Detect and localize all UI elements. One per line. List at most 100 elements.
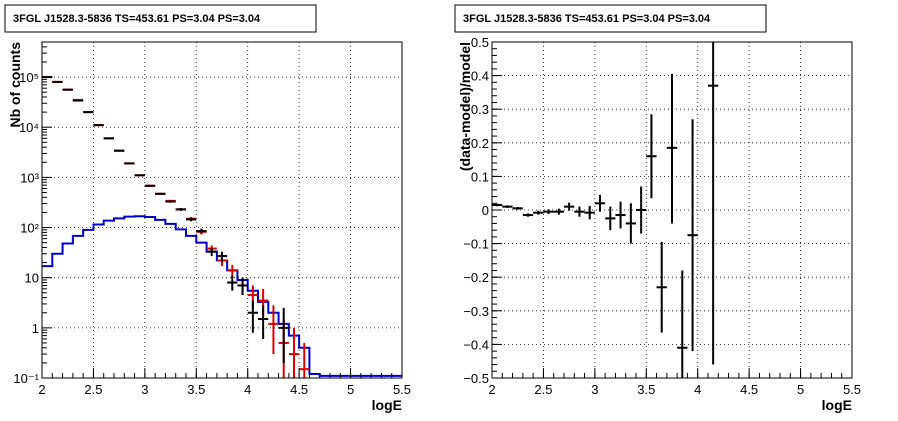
right-ylabel: (data-model)/model <box>457 42 473 171</box>
y-tick-label: 0.2 <box>471 136 489 151</box>
data-point <box>216 251 228 262</box>
x-tick-label: 5.5 <box>843 382 861 397</box>
y-tick-label: 10⁴ <box>19 120 39 135</box>
y-tick-label: 10⁻¹ <box>13 371 39 386</box>
data-point <box>512 206 523 210</box>
data-point <box>227 264 238 278</box>
data-point <box>502 205 513 208</box>
data-point <box>83 111 94 114</box>
x-tick-label: 2.5 <box>534 382 552 397</box>
data-point <box>522 213 534 217</box>
y-tick-label: 1 <box>32 321 39 336</box>
right-tick-labels: 2 2.5 3 3.5 4 4.5 5 5.5 −0.5 −0.4 −0.3 −0.2 −0.1 0 0.1… <box>463 35 861 397</box>
right-title: 3FGL J1528.3-5836 TS=453.61 PS=3.04 PS=3… <box>463 13 711 25</box>
y-tick-label: 0.1 <box>471 169 489 184</box>
x-tick-label: 2.5 <box>84 382 102 397</box>
x-tick-label: 4.5 <box>740 382 758 397</box>
y-tick-label: −0.4 <box>463 337 489 352</box>
data-point <box>278 307 289 363</box>
y-tick-label: −0.2 <box>463 270 489 285</box>
data-point <box>636 186 647 234</box>
y-tick-label: 10³ <box>20 170 39 185</box>
x-tick-label: 4 <box>244 382 251 397</box>
y-tick-label: −0.3 <box>463 304 489 319</box>
right-ticks <box>491 41 853 379</box>
data-point <box>584 205 595 220</box>
x-tick-label: 5 <box>347 382 354 397</box>
data-point <box>687 119 698 352</box>
data-point <box>114 149 125 152</box>
data-point <box>258 305 269 339</box>
x-tick-label: 2 <box>38 382 45 397</box>
y-tick-label: 10² <box>20 221 39 236</box>
data-point <box>625 203 636 244</box>
left-title: 3FGL J1528.3-5836 TS=453.61 PS=3.04 PS=3… <box>13 13 261 25</box>
left-ticks <box>41 41 403 379</box>
data-point <box>492 203 503 207</box>
right-title-box <box>454 4 767 33</box>
data-point <box>646 114 657 199</box>
data-point <box>268 305 279 355</box>
x-tick-label: 5.5 <box>393 382 411 397</box>
data-point <box>543 209 554 215</box>
data-point <box>605 206 616 231</box>
data-point <box>533 210 544 215</box>
x-tick-label: 3.5 <box>637 382 655 397</box>
left-plot-frame <box>41 41 403 379</box>
right-panel: 2 2.5 3 3.5 4 4.5 5 5.5 −0.5 −0.4 −0.3 −0.2 −0.1 0 0.1… <box>454 4 861 413</box>
data-point <box>72 99 84 102</box>
x-tick-label: 4 <box>694 382 701 397</box>
data-point <box>62 88 73 91</box>
left-ylabel: Nb of counts <box>7 42 23 128</box>
data-point <box>247 300 258 333</box>
data-point <box>134 174 145 177</box>
left-panel: 2 2.5 3 3.5 4 4.5 5 5.5 10⁻¹ 1 10 10² 10³ 10⁴ 10⁵ 3FGL… <box>4 4 411 413</box>
data-point <box>677 270 688 378</box>
data-point <box>656 241 667 333</box>
data-point <box>299 342 310 378</box>
data-point <box>103 137 114 140</box>
data-point <box>186 217 197 222</box>
x-tick-label: 5 <box>797 382 804 397</box>
data-point <box>52 80 63 83</box>
data-point <box>165 200 176 203</box>
y-tick-label: 0.4 <box>471 69 489 84</box>
y-tick-label: −0.1 <box>463 237 489 252</box>
y-tick-label: 10⁵ <box>19 70 39 85</box>
data-point <box>237 277 248 296</box>
data-point <box>175 208 186 211</box>
left-xlabel: logE <box>372 397 402 413</box>
data-point <box>615 201 626 229</box>
data-point <box>144 184 156 187</box>
model-histogram <box>42 215 402 377</box>
x-tick-label: 3 <box>591 382 598 397</box>
x-tick-label: 4.5 <box>290 382 308 397</box>
data-point <box>594 194 606 212</box>
left-histogram <box>42 215 402 377</box>
data-point <box>227 275 238 291</box>
data-point <box>666 73 678 224</box>
data-point <box>564 202 575 211</box>
left-title-box <box>4 4 317 33</box>
x-tick-label: 2 <box>488 382 495 397</box>
data-point <box>196 228 207 234</box>
data-point <box>206 248 217 257</box>
x-tick-label: 3 <box>141 382 148 397</box>
x-tick-label: 3.5 <box>187 382 205 397</box>
y-tick-label: 0.3 <box>471 102 489 117</box>
data-point <box>553 208 564 215</box>
right-points <box>492 42 719 378</box>
data-point <box>124 162 135 165</box>
y-tick-label: −0.5 <box>463 371 489 386</box>
data-point <box>155 192 166 195</box>
data-point <box>574 206 585 217</box>
data-point <box>708 42 719 365</box>
data-point <box>288 327 300 378</box>
y-tick-label: 0.5 <box>471 35 489 50</box>
data-point <box>93 124 104 127</box>
right-xlabel: logE <box>822 397 852 413</box>
y-tick-label: 0 <box>482 203 489 218</box>
y-tick-label: 10 <box>25 271 39 286</box>
left-grid <box>42 42 402 378</box>
